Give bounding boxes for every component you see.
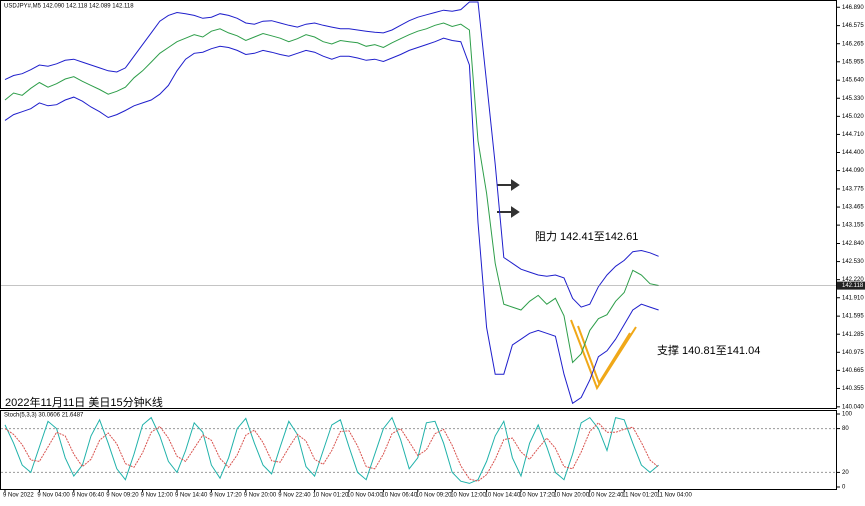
y-tick-label: 140.975 xyxy=(842,350,864,356)
y-tick-label: 144.400 xyxy=(842,150,864,156)
arrows xyxy=(497,179,520,218)
y-tick-label: 141.595 xyxy=(842,314,864,320)
x-tick-label: 11 Nov 01:20 xyxy=(622,493,658,499)
y-tick-label: 142.220 xyxy=(842,277,864,283)
y-tick-label: 0 xyxy=(842,485,846,491)
y-tick-label: 141.910 xyxy=(842,295,864,301)
series-line xyxy=(4,416,659,484)
series-line xyxy=(4,37,659,405)
y-tick-label: 146.890 xyxy=(842,5,864,11)
x-tick-label: 9 Nov 12:00 xyxy=(141,493,174,499)
y-tick-label: 145.330 xyxy=(842,96,864,102)
annotation: 阻力 142.41至142.61 xyxy=(535,230,638,243)
y-tick-label: 145.020 xyxy=(842,114,864,120)
x-tick-label: 10 Nov 14:40 xyxy=(485,493,521,499)
v-pattern xyxy=(570,319,637,391)
x-tick-label: 10 Nov 17:20 xyxy=(519,493,555,499)
y-tick-label: 100 xyxy=(842,412,853,418)
series-line xyxy=(4,422,659,482)
y-tick-label: 145.955 xyxy=(842,59,864,65)
x-tick-label: 9 Nov 06:40 xyxy=(72,493,105,499)
price-pane xyxy=(0,0,837,409)
y-tick-label: 20 xyxy=(842,470,849,476)
x-tick-label: 10 Nov 12:00 xyxy=(450,493,486,499)
x-tick-label: 10 Nov 22:40 xyxy=(588,493,624,499)
x-tick-label: 9 Nov 2022 xyxy=(3,493,34,499)
x-tick-label: 10 Nov 01:20 xyxy=(313,493,349,499)
y-tick-label: 80 xyxy=(842,426,849,432)
y-tick-label: 143.465 xyxy=(842,205,864,211)
annotation: 支撑 140.81至141.04 xyxy=(657,343,760,357)
x-tick-label: 9 Nov 22:40 xyxy=(278,493,311,499)
y-tick-label: 144.710 xyxy=(842,132,864,138)
y-tick-label: 146.265 xyxy=(842,41,864,47)
y-tick-label: 143.775 xyxy=(842,187,864,193)
y-tick-label: 141.285 xyxy=(842,332,864,338)
annotation: 2022年11月11日 美日15分钟K线 xyxy=(5,395,163,409)
x-tick-label: 10 Nov 04:00 xyxy=(347,493,383,499)
y-tick-label: 144.090 xyxy=(842,168,864,174)
series-line xyxy=(4,1,659,308)
y-tick-label: 140.665 xyxy=(842,368,864,374)
stoch-pane xyxy=(0,410,837,490)
series-line xyxy=(4,22,659,364)
y-tick-label: 140.040 xyxy=(842,404,864,410)
x-tick-label: 9 Nov 04:00 xyxy=(37,493,70,499)
current-price: 142.118 xyxy=(842,283,864,289)
y-tick-label: 146.575 xyxy=(842,23,864,29)
chart-title: USDJPY#,M5 142.090 142.118 142.089 142.1… xyxy=(4,4,134,10)
x-tick-label: 9 Nov 17:20 xyxy=(209,493,242,499)
x-tick-label: 11 Nov 04:00 xyxy=(657,493,693,499)
x-tick-label: 9 Nov 14:40 xyxy=(175,493,208,499)
y-tick-label: 145.640 xyxy=(842,78,864,84)
x-tick-label: 9 Nov 20:00 xyxy=(244,493,277,499)
y-tick-label: 142.530 xyxy=(842,259,864,265)
stoch-title: Stoch(5,3,3) 30.0606 21.6487 xyxy=(4,413,84,419)
y-tick-label: 142.840 xyxy=(842,241,864,247)
x-tick-label: 10 Nov 20:00 xyxy=(553,493,589,499)
price-tag xyxy=(837,281,865,290)
x-tick-label: 10 Nov 06:40 xyxy=(381,493,417,499)
x-tick-label: 10 Nov 09:20 xyxy=(416,493,452,499)
y-tick-label: 143.155 xyxy=(842,223,864,229)
y-tick-label: 140.355 xyxy=(842,386,864,392)
x-tick-label: 9 Nov 09:20 xyxy=(106,493,139,499)
